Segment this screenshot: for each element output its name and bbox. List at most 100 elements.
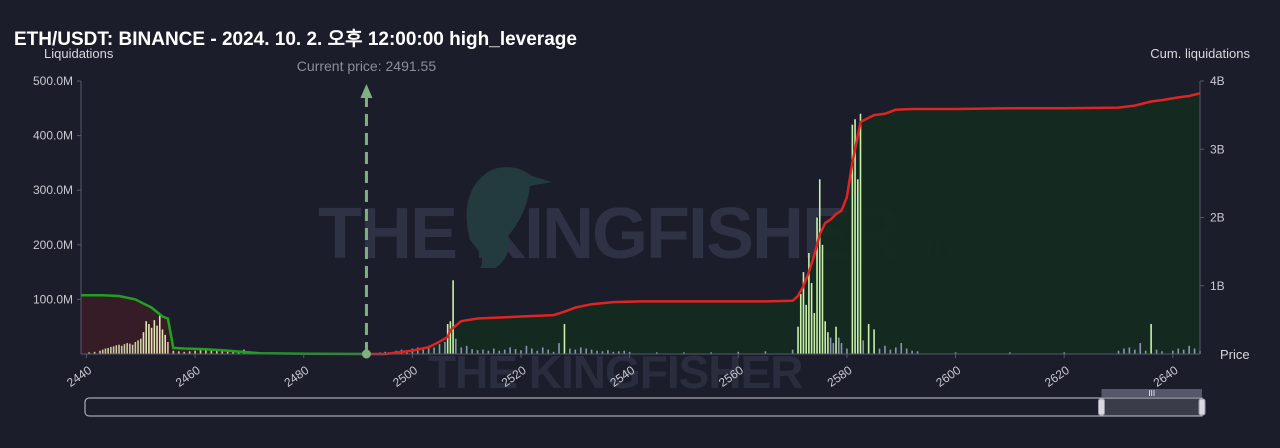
- current-price-label: Current price: 2491.55: [297, 58, 437, 74]
- long-liquidation-bar: [164, 334, 166, 354]
- short-liquidation-bar: [1193, 348, 1196, 354]
- short-liquidation-bar: [889, 349, 892, 354]
- short-liquidation-bar: [406, 351, 408, 354]
- long-liquidation-bar: [134, 341, 137, 354]
- short-liquidation-bar: [824, 321, 826, 354]
- long-liquidation-bar: [88, 352, 90, 354]
- short-liquidation-bar: [827, 332, 829, 354]
- short-liquidation-bar: [655, 352, 658, 354]
- short-liquidation-bar: [837, 337, 840, 354]
- long-liquidation-bar: [199, 349, 202, 354]
- short-liquidation-bar: [1063, 352, 1065, 354]
- y2-tick-label: 4B: [1210, 74, 1225, 88]
- y-tick-label: 300.0M: [33, 183, 73, 197]
- range-handle-right[interactable]: [1198, 398, 1206, 416]
- short-liquidation-bar: [476, 350, 479, 354]
- short-liquidation-bar: [438, 344, 441, 354]
- short-liquidation-bar: [821, 244, 824, 354]
- y-axis-label: Liquidations: [44, 46, 114, 61]
- short-liquidation-bar: [816, 217, 818, 354]
- short-liquidation-bar: [878, 348, 881, 354]
- range-navigator[interactable]: [84, 397, 1203, 417]
- y-tick-label: 200.0M: [33, 238, 73, 252]
- short-liquidation-bar: [911, 350, 913, 354]
- short-liquidation-bar: [585, 348, 587, 354]
- short-liquidation-bar: [503, 349, 506, 354]
- short-liquidation-bar: [449, 321, 452, 354]
- long-liquidation-bar: [129, 343, 131, 354]
- cum-short-fill: [366, 93, 1201, 355]
- long-liquidation-bar: [118, 344, 120, 354]
- long-liquidation-bar: [188, 351, 191, 354]
- short-liquidation-bar: [465, 345, 468, 354]
- long-liquidation-bar: [101, 349, 104, 354]
- y-tick-label: 500.0M: [33, 74, 73, 88]
- long-liquidation-bar: [110, 346, 112, 354]
- short-liquidation-bar: [916, 351, 919, 354]
- short-liquidation-bar: [612, 351, 615, 354]
- long-liquidation-bar: [237, 352, 240, 354]
- short-liquidation-bar: [802, 272, 805, 354]
- short-liquidation-bar: [452, 280, 454, 354]
- long-liquidation-bar: [120, 345, 123, 354]
- long-liquidation-bar: [205, 348, 207, 354]
- long-liquidation-bar: [216, 350, 218, 354]
- short-liquidation-bar: [856, 179, 859, 354]
- cum-long-line: [81, 294, 367, 356]
- short-liquidation-bar: [455, 338, 457, 354]
- long-liquidation-bar: [126, 343, 128, 354]
- short-liquidation-bar: [617, 351, 620, 354]
- short-liquidation-bar: [851, 124, 854, 355]
- long-liquidation-bar: [145, 321, 147, 354]
- range-selection-window[interactable]: [1100, 397, 1203, 417]
- short-liquidation-bar: [1144, 350, 1147, 354]
- short-liquidation-bar: [569, 348, 571, 354]
- short-liquidation-bar: [1155, 349, 1158, 354]
- x-tick-label: 2580: [825, 363, 855, 390]
- short-liquidation-bar: [514, 349, 517, 354]
- range-grip-label[interactable]: III: [1148, 389, 1155, 398]
- long-liquidation-bar: [142, 332, 145, 354]
- short-liquidation-bar: [590, 349, 593, 354]
- short-liquidation-bar: [487, 350, 490, 354]
- short-liquidation-bar: [840, 343, 843, 354]
- range-grip-bar: [1101, 389, 1202, 397]
- long-liquidation-bar: [131, 344, 134, 354]
- short-liquidation-bar: [867, 323, 870, 354]
- long-liquidation-bar: [104, 348, 107, 354]
- short-liquidation-bar: [805, 304, 807, 354]
- long-liquidation-bar: [210, 349, 213, 354]
- short-liquidation-bar: [422, 349, 425, 354]
- short-liquidation-bar: [900, 343, 903, 354]
- kingfisher-logo-icon: [466, 167, 552, 268]
- current-price-dot: [361, 349, 371, 359]
- long-liquidation-bar: [137, 340, 139, 354]
- range-handle-left[interactable]: [1097, 398, 1105, 416]
- short-liquidation-bar: [1188, 345, 1190, 354]
- long-liquidation-bar: [158, 315, 161, 354]
- short-liquidation-bar: [895, 347, 897, 354]
- y2-tick-label: 3B: [1210, 142, 1225, 156]
- long-liquidation-bar: [123, 344, 126, 354]
- x-tick-label: 2460: [173, 363, 203, 390]
- short-liquidation-bar: [764, 351, 767, 354]
- short-liquidation-bar: [1134, 349, 1136, 354]
- short-liquidation-bar: [579, 347, 582, 354]
- long-liquidation-bar: [221, 350, 224, 354]
- short-liquidation-bar: [799, 293, 802, 354]
- short-liquidation-bar: [1161, 351, 1163, 354]
- short-liquidation-bar: [710, 352, 712, 354]
- short-liquidation-bar: [832, 343, 835, 354]
- short-liquidation-bar: [854, 119, 856, 354]
- long-liquidation-bar: [107, 347, 109, 354]
- y-tick-label: 100.0M: [33, 292, 73, 306]
- x-tick-label: 2600: [933, 363, 963, 390]
- short-liquidation-bar: [541, 347, 544, 354]
- long-liquidation-bar: [153, 320, 156, 354]
- short-liquidation-bar: [797, 326, 799, 354]
- short-liquidation-bar: [444, 341, 446, 354]
- y2-axis-label: Cum. liquidations: [1150, 46, 1250, 61]
- long-liquidation-bar: [167, 341, 169, 354]
- short-liquidation-bar: [498, 350, 501, 354]
- short-liquidation-bar: [531, 348, 533, 354]
